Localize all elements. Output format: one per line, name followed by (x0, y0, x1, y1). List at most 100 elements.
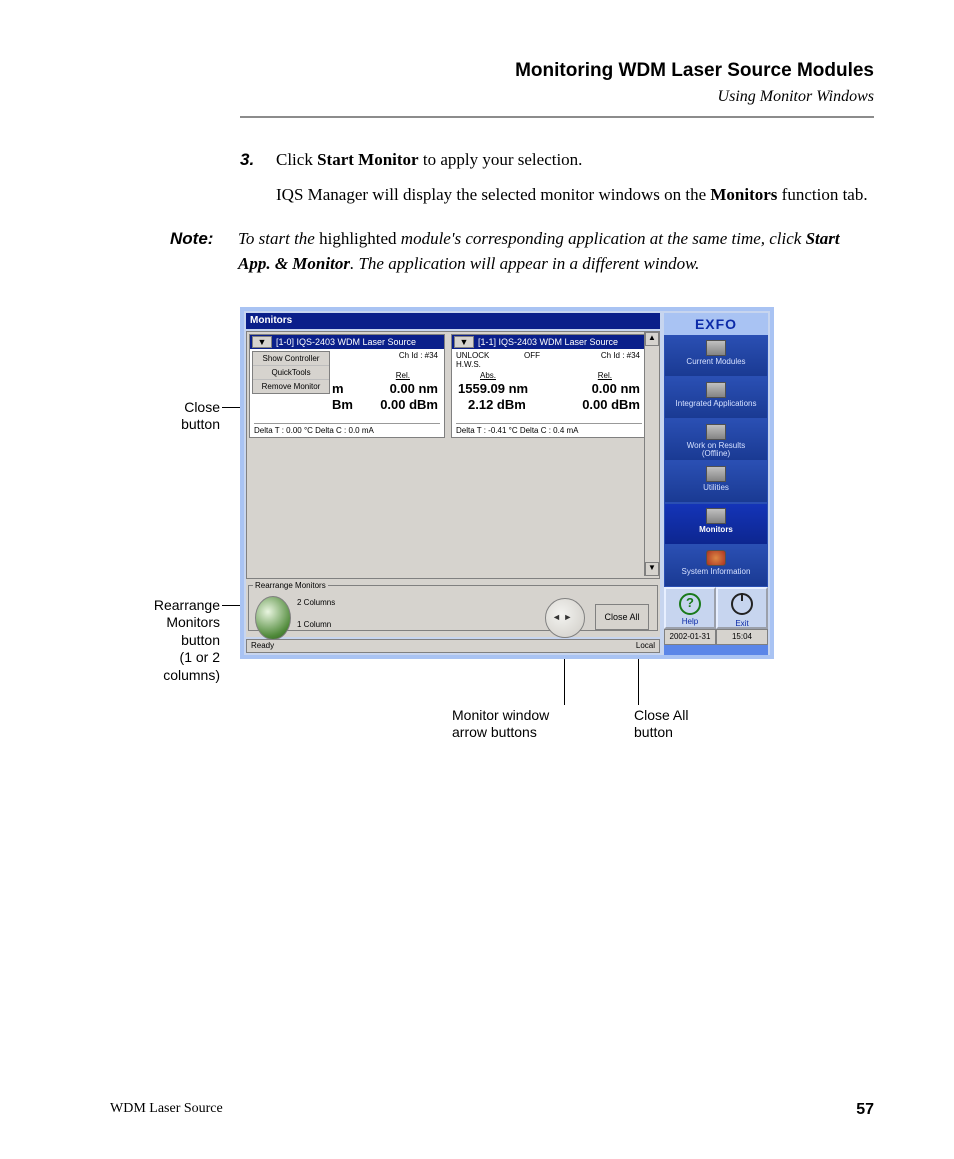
power-icon (731, 593, 753, 615)
scroll-down-icon[interactable]: ▼ (645, 562, 659, 576)
help-icon: ? (679, 593, 701, 615)
t: Monitors (665, 526, 767, 534)
monitor-card-1-body: Show Controller QuickTools Remove Monito… (250, 349, 444, 437)
channel-id: Ch Id : #34 (399, 351, 438, 360)
abs-dbm: 2.12 dBm (468, 397, 526, 412)
menu-remove-monitor[interactable]: Remove Monitor (253, 380, 329, 393)
info-icon (706, 550, 726, 566)
monitor-card-2-body: UNLOCK H.W.S. OFF Ch Id : #34 Abs. Rel. … (452, 349, 646, 437)
footer: WDM Laser Source 57 (110, 1101, 874, 1119)
rearrange-panel: Rearrange Monitors 2 Columns 1 Column Cl… (246, 579, 660, 637)
sidebar-item-sysinfo[interactable]: System Information (664, 545, 768, 587)
rel-nm: 0.00 nm (592, 381, 640, 396)
off-status: OFF (524, 351, 540, 360)
body: 3. Click Start Monitor to apply your sel… (240, 148, 874, 277)
t: [1-1] IQS-2403 WDM Laser Source (478, 337, 618, 347)
note-text: To start the highlighted module's corres… (238, 227, 874, 276)
status-time: 15:04 (716, 629, 768, 645)
rearrange-fieldset: Rearrange Monitors 2 Columns 1 Column Cl… (248, 581, 658, 631)
rel-nm: 0.00 nm (390, 381, 438, 396)
menu-quicktools[interactable]: QuickTools (253, 366, 329, 380)
sidebar-item-current-modules[interactable]: Current Modules (664, 335, 768, 377)
rel-dbm: 0.00 dBm (380, 397, 438, 412)
t: module's corresponding application at th… (397, 229, 806, 248)
t: Help (682, 617, 698, 626)
t: Monitor window arrow buttons (452, 707, 549, 741)
t: . The application will appear in a diffe… (350, 254, 699, 273)
help-button[interactable]: ? Help (664, 587, 716, 629)
delta-line: Delta T : 0.00 °C Delta C : 0.0 mA (254, 423, 440, 435)
callout-close: Close button (110, 399, 220, 434)
status-date: 2002-01-31 (664, 629, 716, 645)
status-bar: Ready Local (246, 639, 660, 653)
sidebar-item-utilities[interactable]: Utilities (664, 461, 768, 503)
header-subtitle: Using Monitor Windows (240, 88, 874, 106)
step-3: 3. Click Start Monitor to apply your sel… (240, 148, 874, 207)
t: Exit (735, 619, 748, 628)
monitor-card-1-menu: Show Controller QuickTools Remove Monito… (252, 351, 330, 394)
abs-label: Abs. (480, 371, 496, 380)
unlock-status: UNLOCK H.W.S. (456, 351, 489, 369)
modules-icon (706, 340, 726, 356)
callout-closeall: Close All button (634, 707, 688, 742)
channel-id: Ch Id : #34 (601, 351, 640, 360)
step-number: 3. (240, 148, 276, 207)
dropdown-chevron-icon[interactable]: ▼ (454, 336, 474, 348)
note-label: Note: (170, 227, 238, 276)
abs-nm: 1559.09 nm (458, 381, 528, 396)
sidebar-item-work-offline[interactable]: Work on Results (Offline) (664, 419, 768, 461)
header: Monitoring WDM Laser Source Modules Usin… (240, 60, 874, 118)
apps-icon (706, 382, 726, 398)
sidebar: EXFO Current Modules Integrated Applicat… (664, 313, 768, 655)
arrow-pad[interactable] (545, 598, 585, 638)
t: Close button (181, 399, 220, 433)
t: function tab. (777, 185, 867, 204)
monitor-card-2-title: ▼ [1-1] IQS-2403 WDM Laser Source (452, 335, 646, 349)
t: to apply your selection. (419, 150, 583, 169)
t: Work on Results (Offline) (665, 442, 767, 459)
footer-left: WDM Laser Source (110, 1101, 223, 1119)
exit-button[interactable]: Exit (716, 587, 768, 629)
rel-label: Rel. (598, 371, 612, 380)
t: Close All button (634, 707, 688, 741)
monitors-panel: ▼ [1-0] IQS-2403 WDM Laser Source Show C… (246, 331, 660, 579)
step-text: Click Start Monitor to apply your select… (276, 148, 868, 207)
figure: Close button Rearrange Monitors button (… (110, 307, 874, 767)
t: [1-0] IQS-2403 WDM Laser Source (276, 337, 416, 347)
header-rule (240, 116, 874, 118)
t: System Information (665, 568, 767, 576)
sidebar-item-integrated[interactable]: Integrated Applications (664, 377, 768, 419)
monitors-titlebar: Monitors (246, 313, 660, 329)
monitor-card-1: ▼ [1-0] IQS-2403 WDM Laser Source Show C… (249, 334, 445, 438)
t: To start the (238, 229, 319, 248)
rel-label: Rel. (396, 371, 410, 380)
status-ready: Ready (251, 641, 274, 650)
rearrange-toggle[interactable] (255, 596, 291, 640)
monitors-icon (706, 508, 726, 524)
dropdown-chevron-icon[interactable]: ▼ (252, 336, 272, 348)
monitor-card-1-title: ▼ [1-0] IQS-2403 WDM Laser Source (250, 335, 444, 349)
header-title: Monitoring WDM Laser Source Modules (240, 60, 874, 82)
one-column-label: 1 Column (297, 620, 331, 629)
delta-line: Delta T : -0.41 °C Delta C : 0.4 mA (456, 423, 642, 435)
scrollbar[interactable]: ▲ ▼ (644, 332, 659, 576)
rearrange-legend: Rearrange Monitors (253, 581, 328, 590)
t: Click (276, 150, 317, 169)
sidebar-status: 2002-01-31 15:04 (664, 629, 768, 645)
menu-show-controller[interactable]: Show Controller (253, 352, 329, 366)
row-end: m (332, 381, 344, 396)
exfo-logo: EXFO (664, 313, 768, 335)
callout-arrow: Monitor window arrow buttons (452, 707, 549, 742)
sidebar-bottom: ? Help Exit (664, 587, 768, 629)
t: IQS Manager will display the selected mo… (276, 185, 710, 204)
utilities-icon (706, 466, 726, 482)
row-end: Bm (332, 397, 353, 412)
status-local: Local (636, 641, 655, 650)
note: Note: To start the highlighted module's … (170, 227, 874, 276)
sidebar-item-monitors[interactable]: Monitors (664, 503, 768, 545)
t: Monitors (710, 185, 777, 204)
app-window: Monitors ▼ [1-0] IQS-2403 WDM Laser Sour… (240, 307, 774, 659)
scroll-up-icon[interactable]: ▲ (645, 332, 659, 346)
page-number: 57 (856, 1101, 874, 1119)
close-all-button[interactable]: Close All (595, 604, 649, 630)
